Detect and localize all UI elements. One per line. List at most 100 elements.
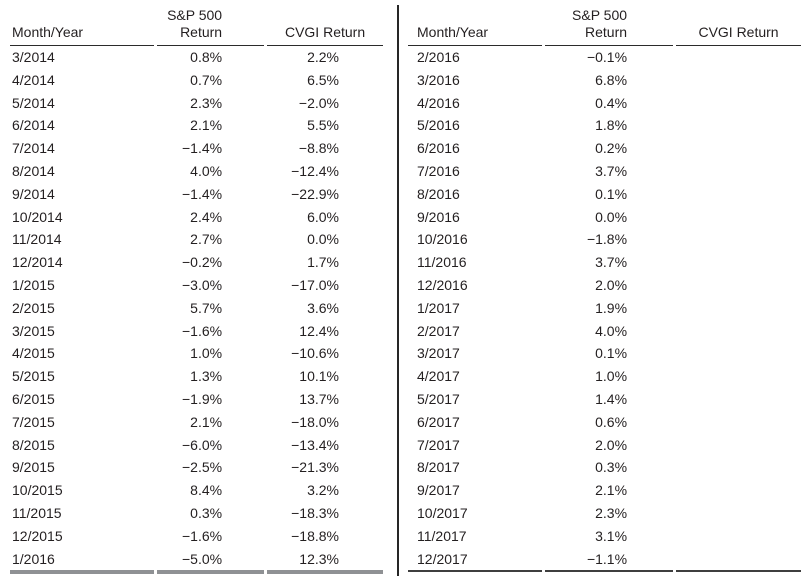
cell-month-year: 11/2017 (417, 527, 467, 544)
cell-sp500-return: 0.7% (190, 71, 223, 88)
table-header: Month/Year S&P 500 Return CVGI Return (408, 7, 801, 46)
cell-month-year: 4/2015 (12, 345, 55, 362)
cell-cvgi-return: −8.8% (298, 140, 339, 157)
cell-sp500-return: 2.4% (190, 208, 223, 225)
cell-cvgi-return: −10.6% (291, 345, 339, 362)
cell-sp500-return: −5.0% (157, 548, 265, 575)
cell-sp500-return: −2.5% (182, 459, 223, 476)
cell-month-year: 11/2015 (12, 504, 62, 521)
cell-cvgi-return (676, 434, 801, 457)
table-row: 4/2014 0.7% 6.5% (10, 69, 383, 92)
cell-cvgi-return (676, 114, 801, 137)
cell-cvgi-return: −13.4% (291, 436, 339, 453)
cell-month-year: 10/2016 (417, 231, 468, 248)
cell-cvgi-return (676, 297, 801, 320)
cell-cvgi-return (676, 525, 801, 548)
cell-cvgi-return: 6.5% (307, 71, 339, 88)
table-row: 6/2017 0.6% (408, 411, 801, 434)
cell-sp500-return: 3.7% (595, 254, 628, 271)
cell-sp500-return: 4.0% (595, 322, 628, 339)
table-row: 6/2014 2.1% 5.5% (10, 114, 383, 137)
cell-sp500-return: 6.8% (595, 71, 628, 88)
cell-month-year: 4/2017 (417, 368, 460, 385)
cell-cvgi-return (676, 365, 801, 388)
col-header-sp500-line2: Return (585, 24, 628, 40)
table-row: 5/2016 1.8% (408, 114, 801, 137)
cell-month-year: 1/2017 (417, 299, 460, 316)
table-row: 7/2016 3.7% (408, 160, 801, 183)
cell-month-year: 11/2016 (417, 254, 467, 271)
col-header-sp500-line1: S&P 500 (572, 7, 628, 23)
cell-month-year: 8/2017 (417, 459, 460, 476)
cell-sp500-return: 0.8% (190, 49, 223, 65)
cell-month-year: 3/2016 (417, 71, 460, 88)
cell-cvgi-return: 5.5% (307, 117, 339, 134)
cell-month-year: 3/2017 (417, 345, 460, 362)
table-row: 5/2015 1.3% 10.1% (10, 365, 383, 388)
table-row: 1/2017 1.9% (408, 297, 801, 320)
cell-cvgi-return (676, 548, 801, 573)
cell-cvgi-return (676, 411, 801, 434)
cell-sp500-return: 0.3% (190, 504, 223, 521)
table-body: 3/2014 0.8% 2.2% 4/2014 0.7% 6.5% 5/2014 2.3% −2… (10, 46, 383, 575)
table-row: 3/2017 0.1% (408, 342, 801, 365)
table-row: 11/2014 2.7% 0.0% (10, 228, 383, 251)
cell-cvgi-return (676, 274, 801, 297)
cell-month-year: 6/2014 (12, 117, 55, 134)
cell-month-year: 8/2015 (12, 436, 55, 453)
cell-cvgi-return: 12.4% (299, 322, 339, 339)
cell-sp500-return: 1.3% (190, 368, 223, 385)
cell-sp500-return: 1.4% (595, 390, 628, 407)
table-row: 1/2016 −5.0% 12.3% (10, 548, 383, 575)
cell-month-year: 12/2017 (408, 548, 543, 573)
cell-month-year: 8/2016 (417, 185, 460, 202)
cell-sp500-return: −1.6% (182, 322, 223, 339)
cell-cvgi-return (676, 251, 801, 274)
cell-sp500-return: 5.7% (190, 299, 223, 316)
cell-month-year: 9/2016 (417, 208, 460, 225)
cell-sp500-return: 3.1% (595, 527, 628, 544)
cell-cvgi-return (676, 160, 801, 183)
cell-sp500-return: 0.0% (595, 208, 628, 225)
table-row: 9/2014 −1.4% −22.9% (10, 183, 383, 206)
cell-sp500-return: 1.8% (595, 117, 628, 134)
cell-month-year: 5/2016 (417, 117, 460, 134)
table-row: 8/2017 0.3% (408, 456, 801, 479)
cell-sp500-return: 0.3% (595, 459, 628, 476)
cell-cvgi-return (676, 456, 801, 479)
cell-sp500-return: −1.4% (182, 140, 223, 157)
cell-cvgi-return: −22.9% (291, 185, 339, 202)
table-row: 10/2014 2.4% 6.0% (10, 206, 383, 229)
table-row: 12/2016 2.0% (408, 274, 801, 297)
returns-table-left: Month/Year S&P 500 Return CVGI Return 3/… (7, 7, 386, 575)
table-row: 1/2015 −3.0% −17.0% (10, 274, 383, 297)
cell-sp500-return: −1.8% (586, 231, 628, 248)
cell-month-year: 12/2014 (12, 254, 63, 271)
cell-cvgi-return (676, 388, 801, 411)
cell-cvgi-return: 3.6% (307, 299, 339, 316)
cell-sp500-return: 1.0% (595, 368, 628, 385)
cell-sp500-return: 2.3% (595, 504, 628, 521)
cell-cvgi-return: 12.3% (267, 548, 383, 575)
cell-cvgi-return (676, 342, 801, 365)
vertical-divider (397, 5, 399, 576)
header-row: Month/Year S&P 500 Return CVGI Return (408, 7, 801, 46)
cell-cvgi-return: 2.2% (307, 49, 339, 65)
table-row: 12/2014 −0.2% 1.7% (10, 251, 383, 274)
monthly-returns-table-2014-2016: Month/Year S&P 500 Return CVGI Return 3/… (7, 7, 386, 575)
table-row: 7/2014 −1.4% −8.8% (10, 137, 383, 160)
table-row: 9/2016 0.0% (408, 206, 801, 229)
cell-month-year: 7/2014 (12, 140, 55, 157)
cell-sp500-return: −0.1% (586, 49, 628, 65)
cell-cvgi-return: −21.3% (291, 459, 339, 476)
table-row: 11/2016 3.7% (408, 251, 801, 274)
table-row: 11/2017 3.1% (408, 525, 801, 548)
table-row: 6/2015 −1.9% 13.7% (10, 388, 383, 411)
cell-sp500-return: 2.1% (190, 117, 223, 134)
cell-month-year: 8/2014 (12, 162, 55, 179)
cell-sp500-return: 2.0% (595, 276, 628, 293)
table-row: 2/2015 5.7% 3.6% (10, 297, 383, 320)
table-row: 8/2015 −6.0% −13.4% (10, 434, 383, 457)
cell-cvgi-return: −2.0% (298, 94, 339, 111)
col-header-cvgi-return: CVGI Return (267, 7, 383, 46)
